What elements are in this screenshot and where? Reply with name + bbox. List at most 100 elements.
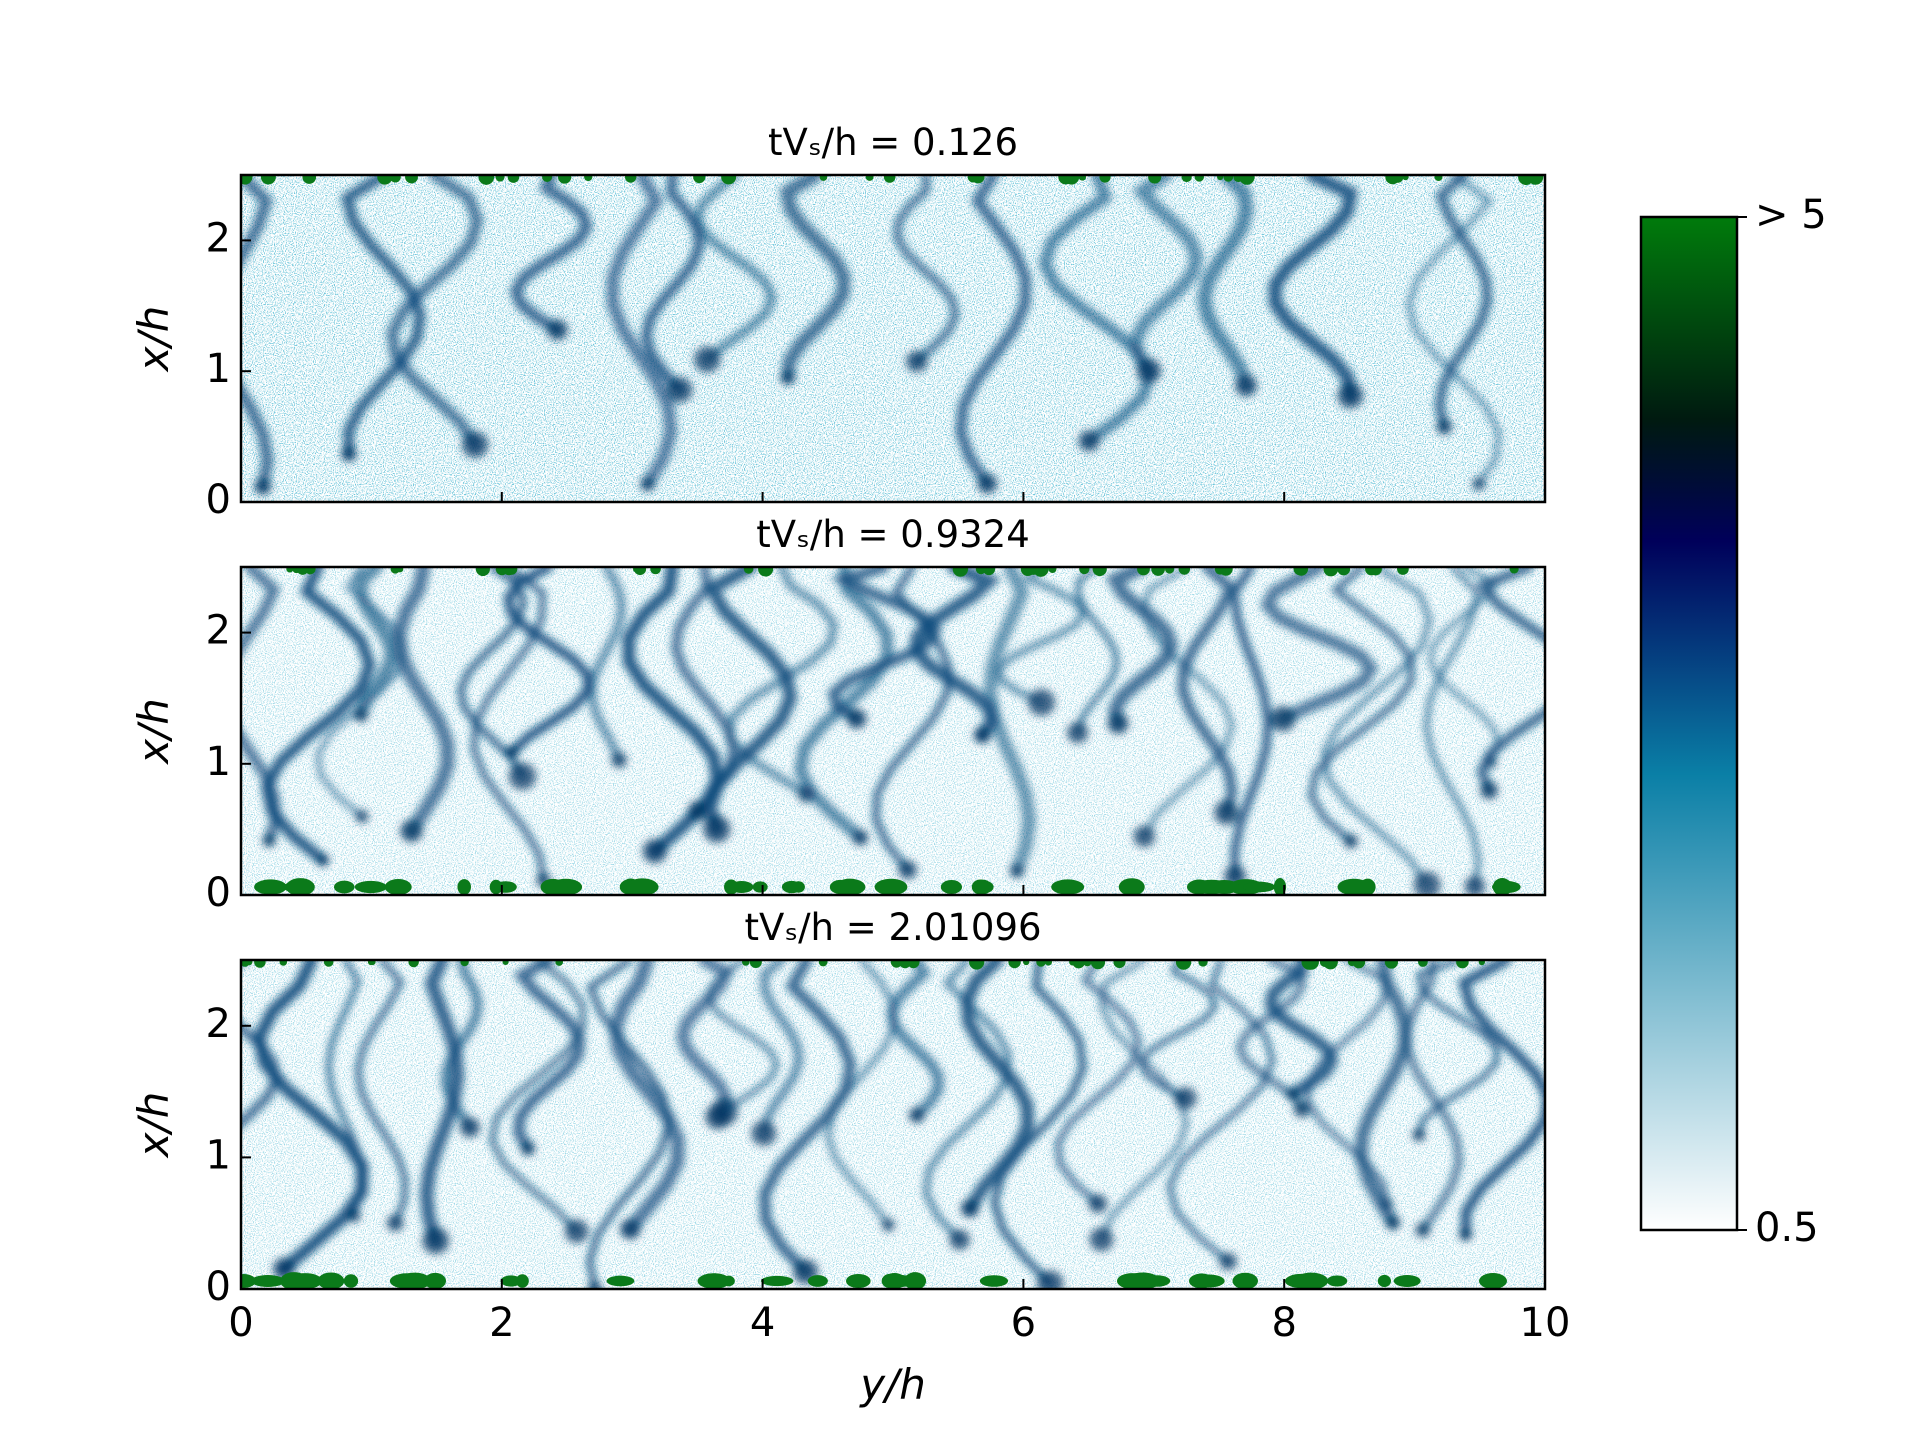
top-blob (1418, 960, 1428, 967)
plume (893, 175, 960, 366)
top-blob (743, 567, 754, 574)
top-blob (460, 960, 469, 967)
top-blob (1175, 960, 1192, 970)
top-blob (1402, 175, 1409, 181)
plumes (241, 567, 1545, 895)
plume (872, 567, 953, 874)
plume-head (908, 1107, 925, 1124)
plume (1177, 567, 1238, 818)
plume (1457, 960, 1545, 1240)
plume-head (262, 833, 276, 848)
plume-head (1343, 834, 1359, 849)
plume (241, 175, 274, 493)
plume-head (1174, 1086, 1197, 1110)
top-blob (1337, 567, 1351, 576)
top-blob (495, 175, 505, 182)
plume-head (705, 1104, 731, 1130)
top-blob (1239, 175, 1255, 185)
axes-frame (239, 173, 1547, 504)
y-axis-label: x/h (129, 1092, 178, 1160)
y-tick-label: 1 (206, 739, 231, 785)
top-blob (693, 175, 706, 184)
top-blob (818, 960, 828, 967)
top-blob (1008, 960, 1021, 969)
top-blob (650, 567, 661, 575)
bottom-blob (333, 880, 355, 894)
top-blob (296, 567, 309, 575)
top-blob (260, 175, 276, 185)
x-tick-label: 6 (1011, 1300, 1036, 1346)
plume-head (1464, 875, 1486, 895)
plume-head (1286, 1087, 1300, 1101)
plume-head (1107, 712, 1129, 735)
colorbar (1639, 215, 1739, 1232)
plume-head (340, 446, 357, 462)
bottom-blob (1337, 878, 1371, 895)
x-tick-label: 10 (1520, 1300, 1571, 1346)
plume (392, 567, 455, 838)
plume (1403, 960, 1463, 1234)
plumes (241, 175, 1502, 496)
plume (955, 175, 1031, 490)
top-blob (742, 960, 750, 966)
bottom-blob (979, 1275, 1009, 1287)
plume (1321, 567, 1433, 888)
plume (1229, 567, 1273, 881)
top-blob (1293, 567, 1306, 576)
plume-head (346, 1208, 361, 1223)
bottom-blob (1294, 1272, 1329, 1289)
top-blob (1397, 567, 1409, 575)
plume-head (386, 1214, 404, 1232)
plume (1105, 567, 1179, 731)
plume-head (702, 815, 731, 844)
top-blob (898, 960, 912, 969)
plume-head (461, 431, 489, 459)
plume (995, 567, 1088, 706)
plume (1075, 567, 1120, 736)
top-blob (1223, 175, 1234, 182)
plume-head (316, 853, 330, 867)
plume (1416, 960, 1500, 1138)
plume-head (751, 1120, 777, 1147)
plume (252, 960, 369, 1276)
top-blob (390, 567, 400, 574)
bottom-blob (1051, 879, 1085, 895)
bottom-blob (724, 879, 739, 895)
top-blob (584, 175, 593, 182)
plume (340, 175, 426, 460)
bottom-blob (1116, 1273, 1148, 1289)
top-blob (1079, 567, 1090, 575)
bottom-blob (625, 878, 659, 895)
colorbar-tick-label: > 5 (1755, 192, 1827, 238)
plume-head (693, 346, 721, 373)
x-tick-label: 2 (489, 1300, 514, 1346)
y-tick-label: 0 (206, 1264, 231, 1310)
plume (1138, 960, 1218, 1101)
plume-head (960, 1199, 980, 1218)
plume (759, 960, 857, 1278)
top-blob (1365, 567, 1378, 576)
plume-head (1412, 1128, 1426, 1142)
x-tick-label: 4 (750, 1300, 775, 1346)
top-blob (389, 175, 401, 183)
plume (725, 567, 839, 799)
plume-head (422, 1227, 450, 1255)
plume-head (520, 1141, 536, 1156)
bottom-blob (940, 880, 963, 894)
top-blob (555, 960, 564, 966)
plume-head (1472, 477, 1486, 491)
top-blob (1178, 567, 1191, 575)
plume-head (1213, 800, 1239, 826)
plume (1354, 960, 1412, 1230)
plume (488, 960, 586, 1235)
top-blob (819, 175, 828, 181)
bottom-blob (241, 1274, 256, 1288)
bottom-blob (1273, 878, 1287, 895)
top-blob (1323, 960, 1338, 970)
plume-head (459, 1117, 481, 1138)
plume (1475, 567, 1545, 796)
plume (503, 567, 593, 757)
plume-head (666, 376, 693, 403)
plume-head (1078, 430, 1100, 452)
bottom-blob (904, 1272, 927, 1289)
